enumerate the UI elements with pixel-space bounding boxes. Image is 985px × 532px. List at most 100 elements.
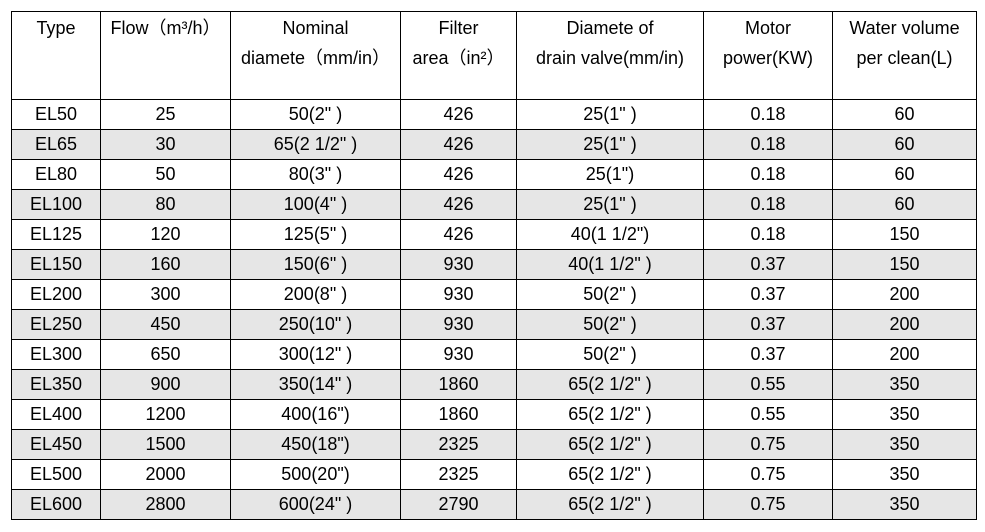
cell-drain-valve-diameter: 65(2 1/2" ): [517, 400, 704, 430]
cell-type: EL150: [12, 250, 101, 280]
cell-nominal-diameter: 600(24" ): [231, 490, 401, 520]
cell-flow: 2800: [101, 490, 231, 520]
cell-drain-valve-diameter: 25(1" ): [517, 130, 704, 160]
cell-type: EL65: [12, 130, 101, 160]
table-row: EL125 120 125(5" ) 426 40(1 1/2") 0.18 150: [12, 220, 977, 250]
cell-drain-valve-diameter: 40(1 1/2"): [517, 220, 704, 250]
cell-filter-area: 426: [401, 160, 517, 190]
cell-nominal-diameter: 200(8" ): [231, 280, 401, 310]
cell-motor-power: 0.18: [704, 220, 833, 250]
cell-nominal-diameter: 250(10" ): [231, 310, 401, 340]
cell-filter-area: 426: [401, 130, 517, 160]
table-row: EL500 2000 500(20") 2325 65(2 1/2" ) 0.75 350: [12, 460, 977, 490]
column-header-line: diamete（mm/in）: [231, 43, 400, 73]
cell-motor-power: 0.37: [704, 340, 833, 370]
cell-motor-power: 0.55: [704, 370, 833, 400]
cell-drain-valve-diameter: 40(1 1/2" ): [517, 250, 704, 280]
cell-filter-area: 2325: [401, 460, 517, 490]
spec-table-container: Type Flow（m³/h） Nominal diamete（mm/in） Filte…: [11, 11, 977, 520]
column-header-line: drain valve(mm/in): [517, 43, 703, 73]
table-row: EL150 160 150(6" ) 930 40(1 1/2" ) 0.37 150: [12, 250, 977, 280]
table-row: EL200 300 200(8" ) 930 50(2" ) 0.37 200: [12, 280, 977, 310]
table-row: EL300 650 300(12" ) 930 50(2" ) 0.37 200: [12, 340, 977, 370]
cell-flow: 25: [101, 100, 231, 130]
cell-water-volume: 350: [833, 460, 977, 490]
table-row: EL80 50 80(3" ) 426 25(1") 0.18 60: [12, 160, 977, 190]
table-row: EL400 1200 400(16") 1860 65(2 1/2" ) 0.55 350: [12, 400, 977, 430]
cell-nominal-diameter: 65(2 1/2" ): [231, 130, 401, 160]
column-header-motor-power: Motor power(KW): [704, 12, 833, 100]
cell-filter-area: 930: [401, 280, 517, 310]
cell-type: EL125: [12, 220, 101, 250]
cell-type: EL400: [12, 400, 101, 430]
column-header-line: Flow（m³/h）: [101, 13, 230, 43]
cell-motor-power: 0.37: [704, 310, 833, 340]
cell-filter-area: 1860: [401, 400, 517, 430]
cell-type: EL100: [12, 190, 101, 220]
cell-nominal-diameter: 500(20"): [231, 460, 401, 490]
cell-drain-valve-diameter: 25(1" ): [517, 100, 704, 130]
cell-water-volume: 350: [833, 430, 977, 460]
cell-motor-power: 0.18: [704, 190, 833, 220]
column-header-line: Motor: [704, 13, 832, 43]
column-header-filter-area: Filter area（in²）: [401, 12, 517, 100]
column-header-type: Type: [12, 12, 101, 100]
cell-flow: 120: [101, 220, 231, 250]
cell-motor-power: 0.75: [704, 490, 833, 520]
cell-flow: 1500: [101, 430, 231, 460]
column-header-water-volume: Water volume per clean(L): [833, 12, 977, 100]
cell-filter-area: 930: [401, 250, 517, 280]
cell-motor-power: 0.75: [704, 460, 833, 490]
cell-water-volume: 60: [833, 190, 977, 220]
cell-water-volume: 350: [833, 400, 977, 430]
cell-type: EL500: [12, 460, 101, 490]
cell-drain-valve-diameter: 25(1"): [517, 160, 704, 190]
cell-nominal-diameter: 300(12" ): [231, 340, 401, 370]
cell-water-volume: 150: [833, 220, 977, 250]
cell-water-volume: 60: [833, 130, 977, 160]
cell-type: EL300: [12, 340, 101, 370]
cell-water-volume: 200: [833, 310, 977, 340]
column-header-line: per clean(L): [833, 43, 976, 73]
table-row: EL50 25 50(2" ) 426 25(1" ) 0.18 60: [12, 100, 977, 130]
cell-filter-area: 930: [401, 340, 517, 370]
filter-spec-table: Type Flow（m³/h） Nominal diamete（mm/in） Filte…: [11, 11, 977, 520]
cell-nominal-diameter: 450(18"): [231, 430, 401, 460]
cell-filter-area: 930: [401, 310, 517, 340]
cell-flow: 900: [101, 370, 231, 400]
cell-flow: 2000: [101, 460, 231, 490]
column-header-nominal-diameter: Nominal diamete（mm/in）: [231, 12, 401, 100]
cell-filter-area: 2325: [401, 430, 517, 460]
cell-filter-area: 426: [401, 220, 517, 250]
cell-flow: 80: [101, 190, 231, 220]
table-row: EL600 2800 600(24" ) 2790 65(2 1/2" ) 0.75 350: [12, 490, 977, 520]
table-row: EL450 1500 450(18") 2325 65(2 1/2" ) 0.75 350: [12, 430, 977, 460]
cell-filter-area: 1860: [401, 370, 517, 400]
table-row: EL65 30 65(2 1/2" ) 426 25(1" ) 0.18 60: [12, 130, 977, 160]
cell-water-volume: 60: [833, 100, 977, 130]
cell-type: EL600: [12, 490, 101, 520]
cell-filter-area: 2790: [401, 490, 517, 520]
cell-type: EL350: [12, 370, 101, 400]
cell-motor-power: 0.37: [704, 280, 833, 310]
cell-type: EL80: [12, 160, 101, 190]
cell-flow: 650: [101, 340, 231, 370]
cell-nominal-diameter: 150(6" ): [231, 250, 401, 280]
cell-water-volume: 200: [833, 340, 977, 370]
cell-type: EL200: [12, 280, 101, 310]
column-header-flow: Flow（m³/h）: [101, 12, 231, 100]
cell-drain-valve-diameter: 65(2 1/2" ): [517, 430, 704, 460]
cell-filter-area: 426: [401, 100, 517, 130]
cell-motor-power: 0.37: [704, 250, 833, 280]
cell-water-volume: 60: [833, 160, 977, 190]
cell-flow: 160: [101, 250, 231, 280]
cell-flow: 30: [101, 130, 231, 160]
column-header-line: Water volume: [833, 13, 976, 43]
cell-drain-valve-diameter: 50(2" ): [517, 340, 704, 370]
cell-drain-valve-diameter: 65(2 1/2" ): [517, 460, 704, 490]
header-row: Type Flow（m³/h） Nominal diamete（mm/in） Filte…: [12, 12, 977, 100]
cell-drain-valve-diameter: 50(2" ): [517, 280, 704, 310]
cell-motor-power: 0.18: [704, 100, 833, 130]
cell-filter-area: 426: [401, 190, 517, 220]
cell-flow: 1200: [101, 400, 231, 430]
